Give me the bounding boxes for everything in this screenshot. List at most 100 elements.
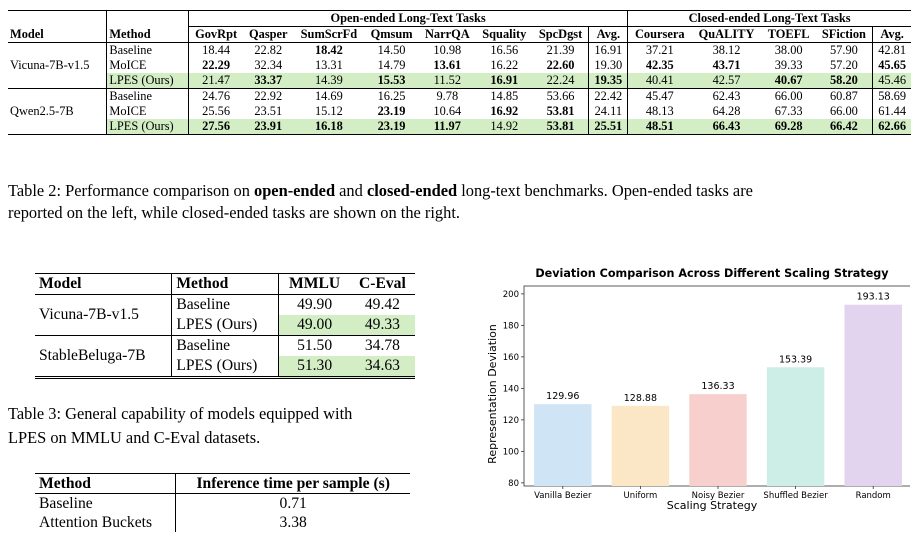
table-2-value-cell: 24.76	[187, 88, 244, 104]
chart-x-tick-label: Shuffled Bezier	[763, 491, 828, 501]
chart-bars: 129.96 Vanilla Bezier 128.88 Uniform 136.33 N…	[534, 292, 902, 501]
table-2-value-cell: 53.81	[532, 119, 589, 135]
table-2-value-cell: 48.51	[627, 119, 692, 135]
table-2-value-cell: 21.39	[546, 43, 575, 57]
table-3-header-row: Model Method MMLU C-Eval	[35, 273, 415, 295]
table-2-value-cell: 39.33	[774, 58, 803, 72]
table-3-row: LPES (Ours) 49.00 49.33	[35, 315, 415, 336]
table-2-value-cell: 15.53	[364, 73, 419, 89]
table-2-value-cell: 22.24	[532, 73, 589, 89]
table-2-header-open-col: GovRpt	[187, 26, 244, 43]
chart-y-tick-label: 140	[503, 384, 519, 394]
table-2-value-cell: 45.47	[627, 88, 692, 104]
table-3-header-model: Model	[35, 273, 172, 295]
table-4-row: Baseline 0.71	[35, 493, 410, 513]
table-3-header-method: Method	[171, 273, 279, 295]
table-3-ceval-cell: 34.78	[364, 337, 400, 354]
table-2-blank	[106, 10, 189, 27]
table-2-value-cell: 14.39	[293, 73, 365, 89]
table-2-header-closed-col: TOEFL	[767, 27, 810, 41]
table-2-row: MoICE 25.56 23.51 15.12 23.19 10.64 16.92 53.81…	[8, 104, 911, 119]
table-3-header-mmlu: MMLU	[278, 273, 350, 295]
table-3-mmlu-cell: 51.50	[278, 335, 350, 356]
chart-y-axis-label: Representation Deviation	[486, 324, 499, 464]
table-2-value-cell: 11.97	[418, 119, 477, 135]
chart-value-label: 129.96	[546, 391, 579, 402]
table-2-value-cell: 14.85	[490, 89, 519, 103]
table-2-value-cell: 16.18	[293, 119, 365, 135]
chart-x-tick-label: Noisy Bezier	[692, 491, 745, 501]
table-3: Model Method MMLU C-Eval Vicuna-7B-v1.5 B…	[35, 273, 415, 379]
table-2-value-cell: 38.00	[774, 43, 803, 57]
chart-bar	[611, 405, 670, 486]
chart-y-tick-label: 180	[503, 321, 519, 331]
table-2-model-cell: Qwen2.5-7B	[10, 104, 74, 118]
chart-x-axis-label: Scaling Strategy	[667, 499, 758, 512]
table-2-header-closed-col: SFiction	[821, 27, 866, 41]
table-2-header-closed-col: QuALITY	[698, 27, 755, 41]
chart-value-label: 193.13	[857, 292, 890, 303]
table-2-value-cell: 10.64	[433, 104, 462, 118]
table-2-row: Vicuna-7B-v1.5 Baseline 18.44 22.82 18.42 14.…	[8, 42, 911, 72]
table-2-value-cell: 16.22	[490, 58, 519, 72]
table-2-row: LPES (Ours) 27.56 23.91 16.18 23.19 11.97 14.9…	[8, 119, 911, 135]
table-2-method-cell: Baseline	[106, 88, 189, 104]
chart-y-tick-label: 120	[503, 416, 519, 426]
table-3-model-cell: StableBeluga-7B	[39, 347, 146, 364]
table-3-header-ceval: C-Eval	[349, 273, 415, 295]
table-2-method-cell: LPES (Ours)	[106, 73, 189, 89]
table-3-caption: Table 3: General capability of models eq…	[8, 402, 448, 450]
table-2-method-cell: LPES (Ours)	[106, 119, 189, 135]
table-2-value-cell: 67.33	[774, 104, 803, 118]
table-2-value-cell: 58.69	[872, 88, 911, 104]
table-3-mmlu-cell: 49.90	[278, 294, 350, 315]
table-2-value-cell: 13.31	[314, 58, 343, 72]
table-2-value-cell: 24.11	[588, 104, 628, 119]
table-2-value-cell: 32.34	[254, 58, 283, 72]
table-3-ceval-cell: 49.33	[349, 315, 415, 336]
table-2-value-cell: 61.44	[872, 104, 911, 119]
table-2-value-cell: 22.92	[254, 89, 283, 103]
table-2-group-open: Open-ended Long-Text Tasks	[187, 10, 628, 27]
table-4-method-cell: Attention Buckets	[39, 514, 153, 531]
chart-value-label: 128.88	[624, 393, 657, 404]
table-2-value-cell: 16.56	[490, 43, 519, 57]
caption-3-line2: LPES on MMLU and C-Eval datasets.	[8, 428, 261, 447]
chart-bar	[534, 404, 592, 486]
chart-title: Deviation Comparison Across Different Sc…	[535, 267, 889, 280]
table-2-value-cell: 14.69	[314, 89, 343, 103]
table-2-value-cell: 18.44	[187, 42, 244, 58]
chart-value-label: 153.39	[779, 354, 812, 365]
table-2-value-cell: 58.20	[815, 73, 873, 89]
table-2-header-open-col: NarrQA	[424, 27, 470, 41]
table-2: Open-ended Long-Text Tasks Closed-ended …	[8, 10, 911, 135]
table-2-value-cell: 66.00	[829, 104, 858, 118]
table-2-value-cell: 13.61	[433, 58, 462, 72]
table-2-value-cell: 40.41	[627, 73, 692, 89]
table-2-value-cell: 14.50	[377, 43, 406, 57]
table-2-value-cell: 23.19	[377, 104, 406, 118]
table-4-time-cell: 0.71	[175, 493, 410, 513]
table-2-header-model: Model	[10, 26, 44, 41]
caption-2-text: and	[335, 181, 367, 200]
table-2-value-cell: 45.46	[872, 73, 911, 89]
table-2-value-cell: 57.20	[829, 58, 858, 72]
table-3-method-cell: LPES (Ours)	[171, 315, 279, 336]
table-2-value-cell: 14.92	[476, 119, 533, 135]
table-3-row: LPES (Ours) 51.30 34.63	[35, 356, 415, 378]
chart-x-tick-label: Vanilla Bezier	[534, 491, 592, 501]
table-2-value-cell: 40.67	[761, 73, 816, 89]
table-2-header-open-col: Avg.	[588, 26, 628, 43]
table-4-header-time: Inference time per sample (s)	[175, 473, 410, 494]
chart-y-tick-label: 100	[503, 447, 519, 457]
table-2-value-cell: 42.57	[691, 73, 762, 89]
table-2-value-cell: 16.92	[490, 104, 519, 118]
chart-bar	[689, 394, 747, 486]
table-2-header-open-col: SumScrFd	[300, 27, 358, 41]
table-2-value-cell: 69.28	[761, 119, 816, 135]
table-2-value-cell: 43.71	[712, 58, 741, 72]
table-2-value-cell: 19.30	[588, 58, 628, 73]
table-2-value-cell: 66.42	[815, 119, 873, 135]
table-3-ceval-cell: 34.63	[349, 356, 415, 378]
chart-y-ticks: 80 100 120 140 160 180 200	[503, 290, 524, 489]
